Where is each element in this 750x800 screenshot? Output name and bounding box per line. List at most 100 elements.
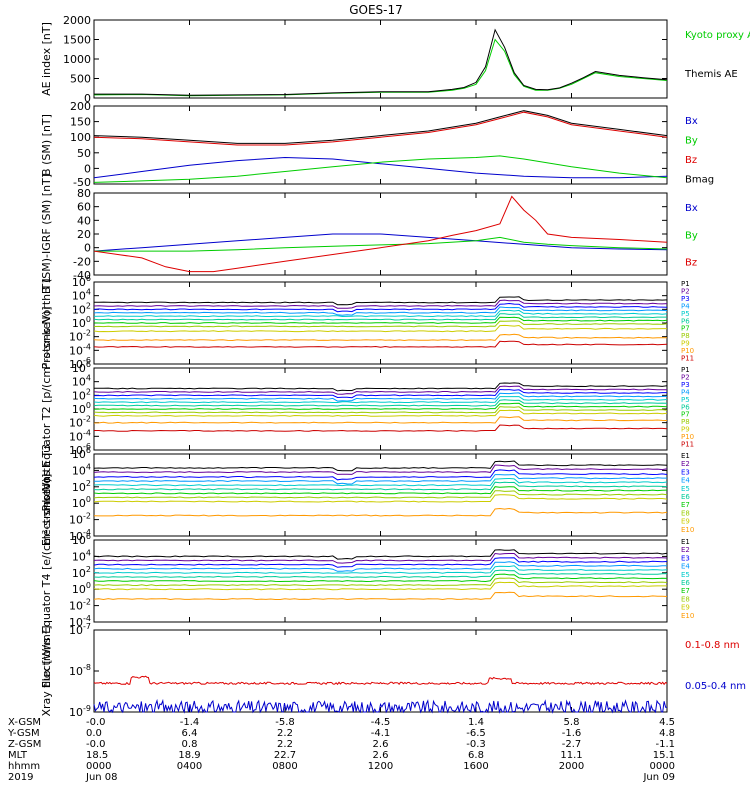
y-tick-label: 500 bbox=[70, 73, 91, 86]
series-line-kyoto-proxy-ae bbox=[93, 38, 668, 97]
channel-legend-e1: E1 bbox=[681, 538, 690, 546]
y-tick-label: -20 bbox=[73, 255, 91, 268]
channel-legend-e5: E5 bbox=[681, 485, 690, 493]
xaxis-row-value: 4.5 bbox=[659, 717, 675, 728]
y-tick-label: 106 bbox=[72, 532, 91, 547]
xaxis-row-value: -4.1 bbox=[371, 728, 391, 739]
channel-line-p5 bbox=[93, 309, 668, 318]
channel-line-p2 bbox=[93, 385, 667, 395]
legend-bz: Bz bbox=[685, 155, 697, 166]
channel-line-e7 bbox=[93, 573, 668, 583]
xaxis-row-value: -1.4 bbox=[180, 717, 200, 728]
xaxis-row-value: -0.0 bbox=[86, 717, 106, 728]
panel-frame bbox=[93, 629, 668, 713]
y-tick-label: 102 bbox=[72, 479, 91, 494]
channel-legend-p11: P11 bbox=[681, 355, 694, 363]
channel-line-p9 bbox=[93, 409, 668, 417]
channel-legend-e2: E2 bbox=[681, 546, 690, 554]
xaxis-row-value: 1.4 bbox=[468, 717, 484, 728]
xaxis-row-value: 0.0 bbox=[86, 728, 102, 739]
legend-bmag: Bmag bbox=[685, 175, 714, 186]
channel-legend-p4: P4 bbox=[681, 302, 690, 310]
series-line-by bbox=[93, 155, 668, 183]
channel-legend-p3: P3 bbox=[681, 295, 690, 303]
channel-legend-p7: P7 bbox=[681, 411, 690, 419]
panel-frame bbox=[93, 105, 668, 185]
channel-line-p4 bbox=[93, 392, 668, 402]
channel-legend-e9: E9 bbox=[681, 518, 690, 526]
series-line-bx bbox=[93, 233, 668, 252]
channel-line-p6 bbox=[93, 313, 667, 321]
channel-line-p10 bbox=[93, 416, 668, 424]
y-tick-label: 150 bbox=[70, 116, 91, 129]
y-tick-label: 80 bbox=[77, 187, 91, 200]
y-tick-label: 50 bbox=[77, 147, 91, 160]
channel-legend-p2: P2 bbox=[681, 373, 690, 381]
channel-legend-p6: P6 bbox=[681, 403, 690, 411]
y-axis-label: Xray flux [W/m²] bbox=[40, 625, 53, 716]
xaxis-row-value: 0000 bbox=[86, 761, 111, 772]
channel-line-p2 bbox=[93, 299, 668, 309]
xaxis-row-value: 2.2 bbox=[277, 739, 293, 750]
xaxis-row-value: 1200 bbox=[368, 761, 393, 772]
channel-legend-e5: E5 bbox=[681, 571, 690, 579]
channel-legend-e6: E6 bbox=[681, 579, 690, 587]
channel-line-p4 bbox=[93, 306, 668, 316]
panel-ae: 0 500 1000 1500 2000 AE index [nT] Kyoto proxy… bbox=[40, 14, 750, 105]
xaxis-row-value: -5.8 bbox=[275, 717, 295, 728]
channel-line-p5 bbox=[93, 396, 668, 404]
legend-bx: Bx bbox=[685, 116, 698, 127]
y-axis-label: AE index [nT] bbox=[40, 22, 53, 96]
channel-line-e10 bbox=[93, 507, 668, 517]
series-line-by bbox=[94, 236, 668, 252]
channel-line-e5 bbox=[93, 477, 668, 487]
channel-line-p8 bbox=[93, 320, 668, 328]
y-tick-label: 2000 bbox=[63, 14, 91, 27]
channel-line-e4 bbox=[93, 561, 668, 572]
channel-legend-p2: P2 bbox=[681, 287, 690, 295]
legend-by: By bbox=[685, 230, 698, 241]
channel-legend-p4: P4 bbox=[681, 388, 690, 396]
y-tick-label: 100 bbox=[72, 581, 91, 596]
y-tick-label: 102 bbox=[72, 565, 91, 580]
xaxis-row-value: Jun 09 bbox=[642, 772, 675, 783]
xaxis-row-label: MLT bbox=[8, 750, 28, 761]
y-tick-label: 1000 bbox=[63, 53, 91, 66]
xaxis-row-value: 2.6 bbox=[373, 750, 389, 761]
xaxis-row-value: 1600 bbox=[463, 761, 488, 772]
channel-legend-e4: E4 bbox=[681, 477, 690, 485]
y-axis-label: B (SM)-IGRF (SM) [nT] bbox=[40, 174, 53, 294]
y-tick-label: 10-7 bbox=[69, 622, 91, 637]
channel-line-e10 bbox=[93, 591, 668, 601]
xaxis-row-value: 15.1 bbox=[653, 750, 675, 761]
y-axis-label: B (SM) [nT] bbox=[40, 114, 53, 176]
channel-legend-e3: E3 bbox=[681, 468, 690, 476]
xaxis-row-value: -2.7 bbox=[562, 739, 582, 750]
channel-legend-e2: E2 bbox=[681, 460, 690, 468]
figure-title: GOES-17 bbox=[349, 3, 403, 17]
channel-legend-p3: P3 bbox=[681, 381, 690, 389]
channel-line-p8 bbox=[93, 406, 668, 414]
xaxis-row-value: Jun 08 bbox=[85, 772, 118, 783]
y-tick-label: 100 bbox=[72, 495, 91, 510]
xaxis-row-value: 4.8 bbox=[659, 728, 675, 739]
y-tick-label: 10-2 bbox=[69, 598, 91, 613]
channel-legend-e6: E6 bbox=[681, 493, 690, 501]
channel-line-e2 bbox=[93, 552, 668, 564]
channel-line-p3 bbox=[93, 302, 668, 313]
channel-legend-p7: P7 bbox=[681, 325, 690, 333]
channel-line-e7 bbox=[93, 486, 668, 495]
channel-line-e5 bbox=[93, 565, 668, 574]
channel-legend-e1: E1 bbox=[681, 452, 690, 460]
xaxis-row-label: 2019 bbox=[8, 772, 33, 783]
y-axis-label: Electrons North T3 bbox=[40, 444, 53, 546]
legend-kyoto-proxy-ae: Kyoto proxy AE bbox=[685, 30, 750, 41]
y-tick-label: 20 bbox=[77, 228, 91, 241]
legend-by: By bbox=[685, 136, 698, 147]
